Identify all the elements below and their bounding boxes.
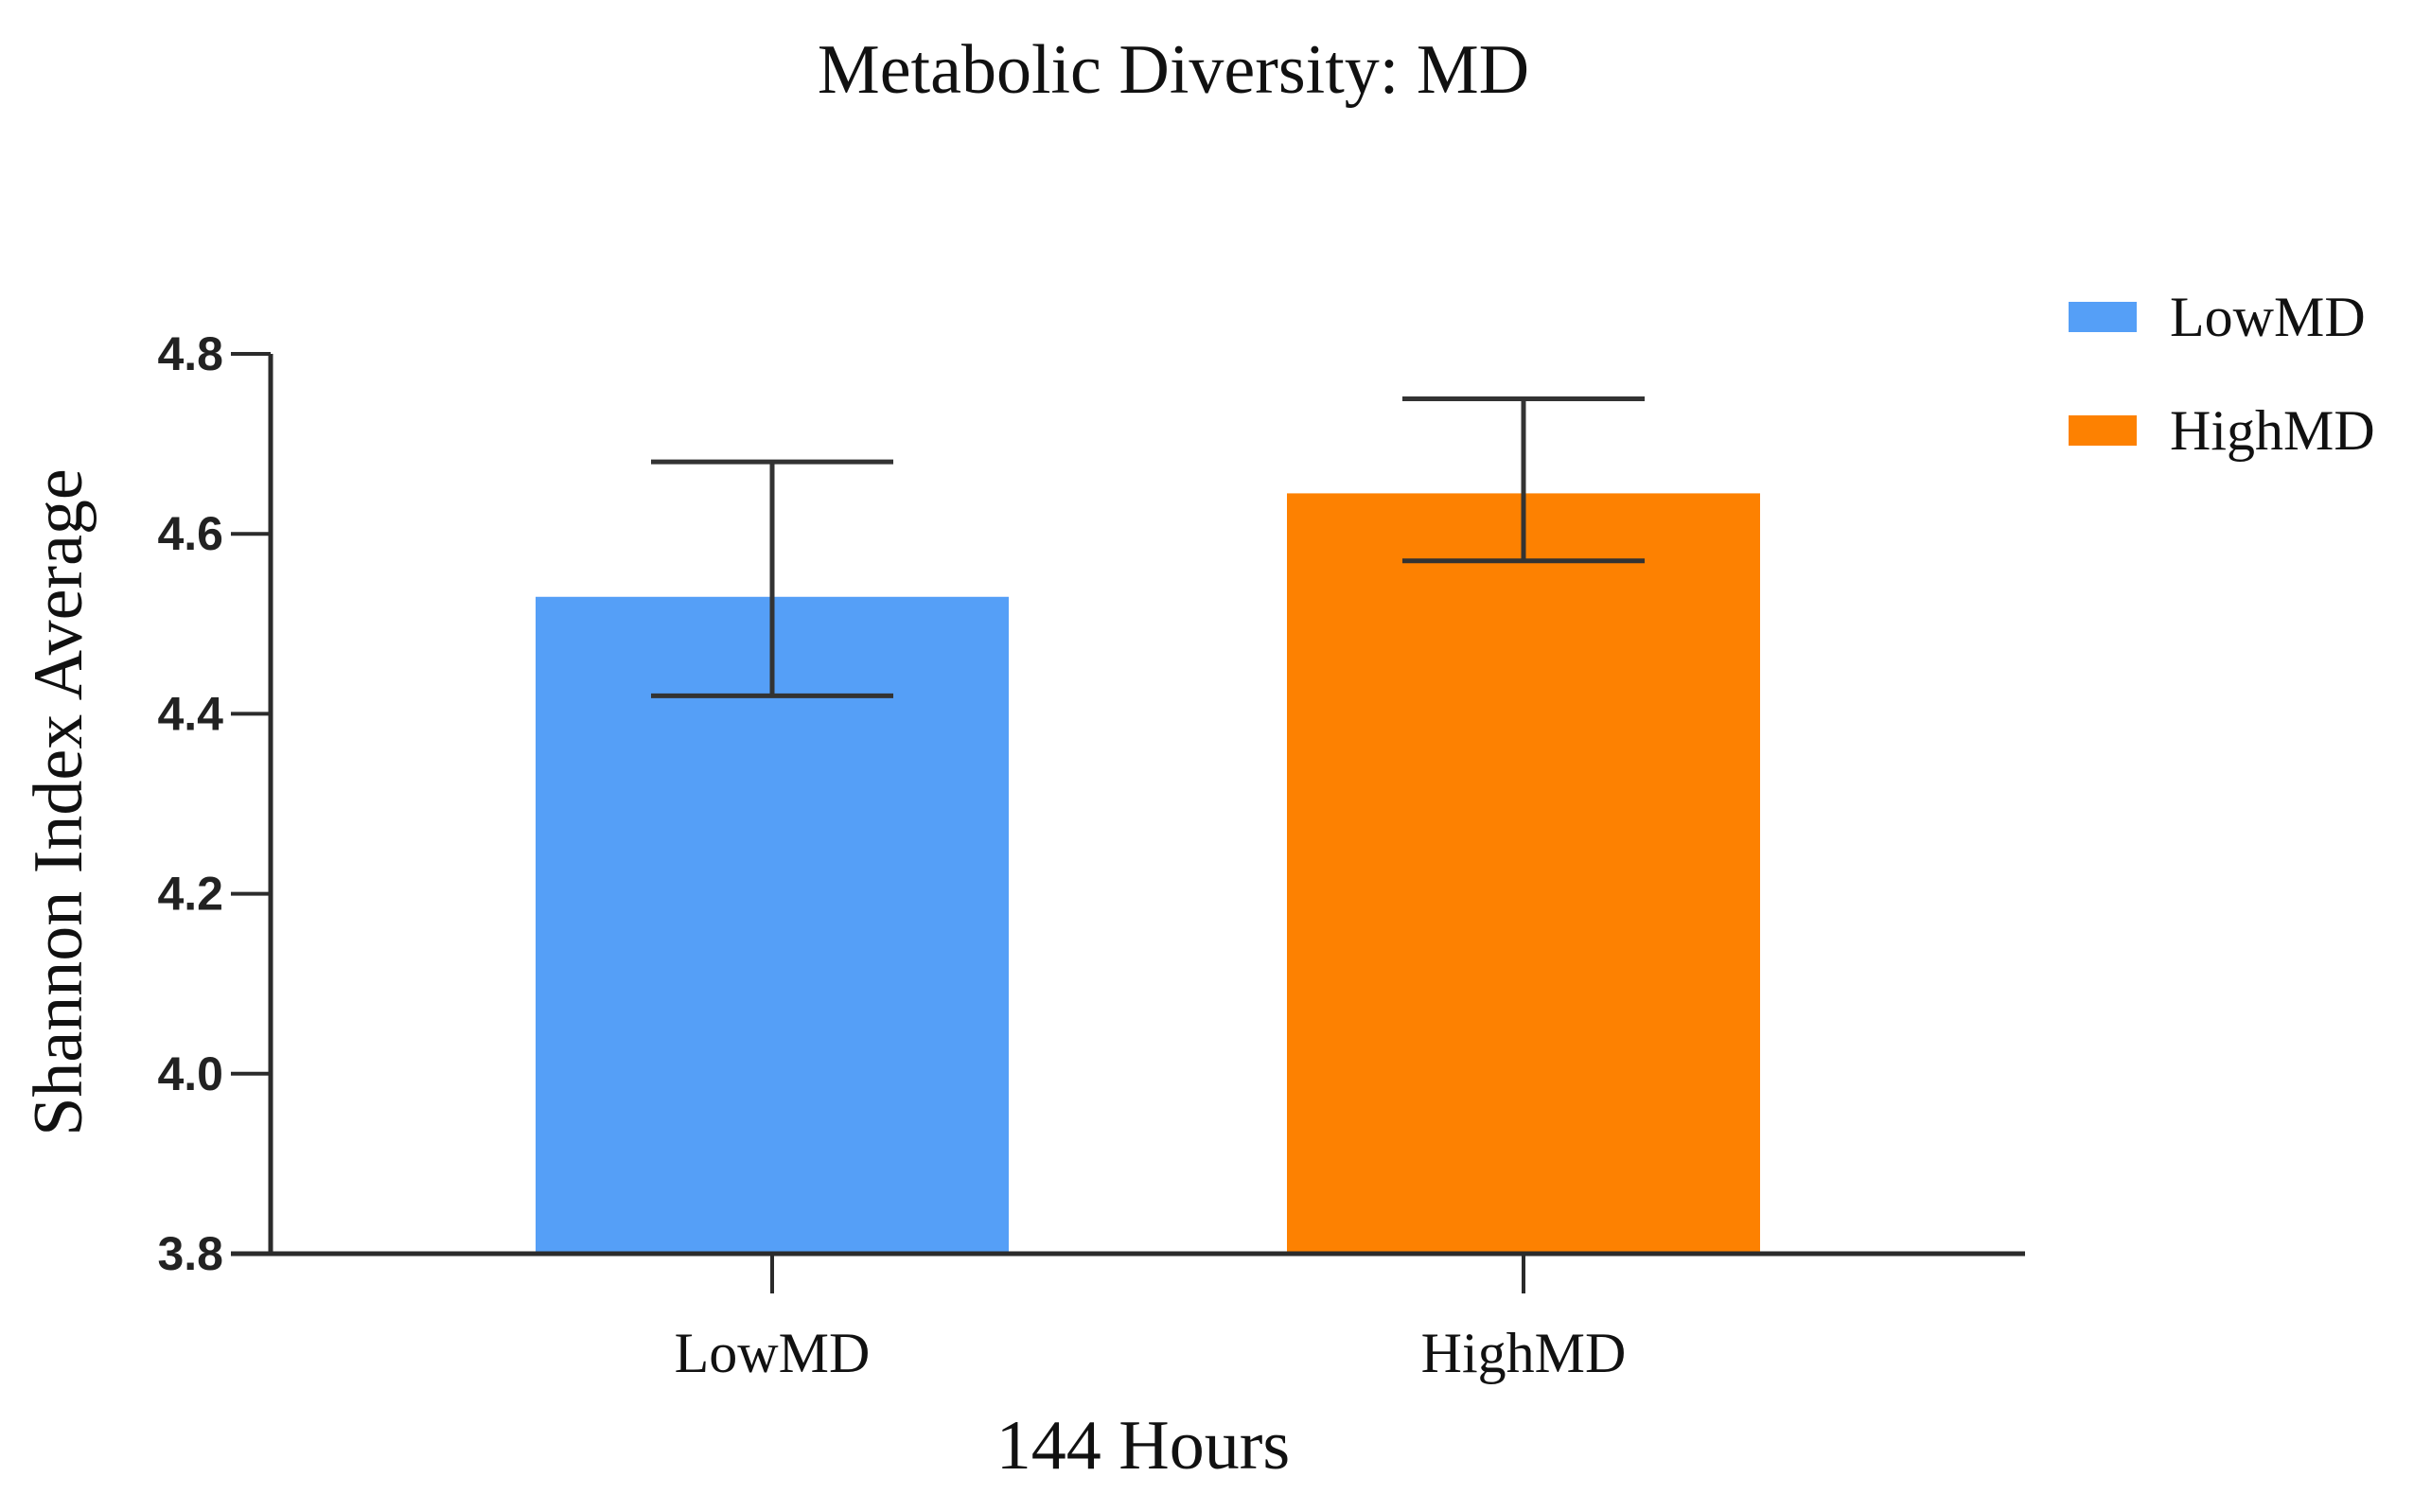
- legend-swatch-LowMD: [2069, 302, 2137, 332]
- x-axis-title: 144 Hours: [996, 1407, 1290, 1485]
- y-tick-label-3.8: 3.8: [157, 1227, 223, 1280]
- legend-label-LowMD: LowMD: [2170, 286, 2366, 348]
- bar-HighMD: [1287, 493, 1760, 1254]
- legend-label-HighMD: HighMD: [2170, 399, 2375, 462]
- y-tick-label-4.6: 4.6: [157, 507, 223, 560]
- y-axis-ticks: 3.8 4.0 4.2 4.4 4.6 4.8: [157, 327, 271, 1280]
- x-tick-label-LowMD: LowMD: [675, 1322, 871, 1384]
- y-axis-title: Shannon Index Average: [20, 468, 97, 1136]
- y-tick-label-4.8: 4.8: [157, 327, 223, 380]
- legend-swatch-HighMD: [2069, 415, 2137, 446]
- y-tick-label-4.4: 4.4: [157, 687, 223, 740]
- chart-title: Metabolic Diversity: MD: [818, 31, 1529, 109]
- legend: LowMD HighMD: [2069, 286, 2375, 462]
- y-tick-label-4.0: 4.0: [157, 1047, 223, 1100]
- x-tick-label-HighMD: HighMD: [1421, 1322, 1627, 1384]
- x-axis-ticks: LowMD HighMD: [675, 1254, 1627, 1384]
- bars-group: [536, 493, 1760, 1254]
- error-bars-group: [651, 396, 1645, 698]
- y-tick-label-4.2: 4.2: [157, 868, 223, 921]
- bar-LowMD: [536, 596, 1009, 1254]
